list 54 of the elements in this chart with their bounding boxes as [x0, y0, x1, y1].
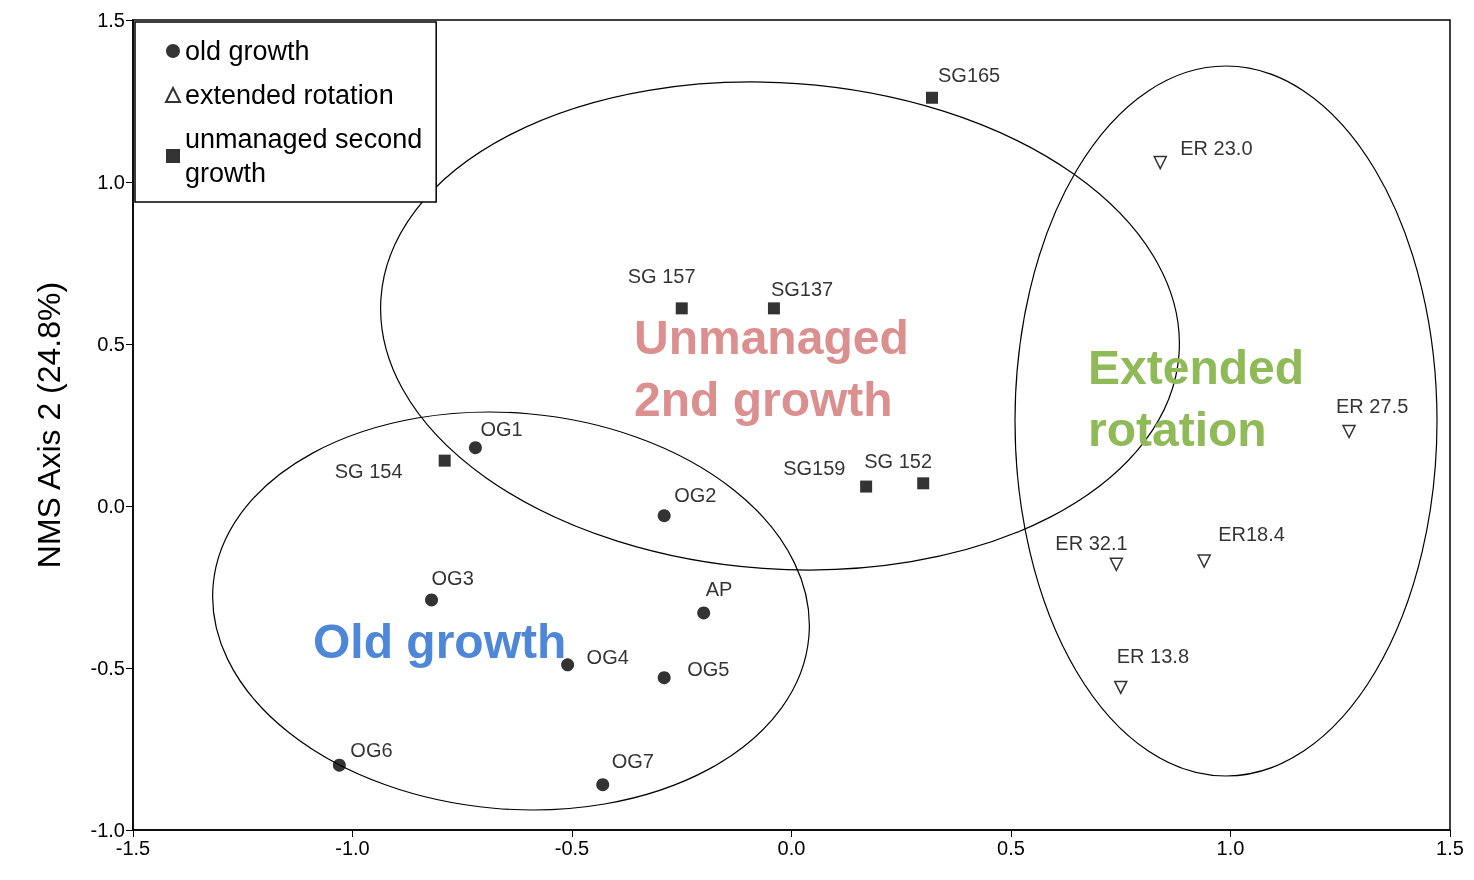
point: [675, 302, 688, 315]
y-tick-label: 1.0: [97, 171, 125, 193]
point: [438, 454, 451, 467]
point: [425, 593, 439, 607]
annotation: SG 154: [334, 459, 403, 482]
annotation: SG 157: [627, 265, 696, 288]
annotation: OG3: [431, 566, 474, 589]
point: [1342, 424, 1356, 439]
y-tick-label: 1.5: [97, 9, 125, 31]
annotation: SG165: [937, 63, 1001, 86]
y-tick-label: 0.5: [97, 333, 125, 355]
annotation: AP: [705, 577, 733, 600]
point: [332, 758, 346, 772]
point: [468, 441, 482, 455]
annotation: ER 27.5: [1336, 395, 1409, 418]
x-tick-label: -0.5: [554, 837, 590, 859]
annotation: OG5: [687, 657, 730, 680]
annotation: Old growth: [313, 614, 567, 668]
annotation: OG7: [611, 749, 654, 772]
x-tick-label: 0.0: [777, 837, 806, 859]
x-tick-label: 1.5: [1436, 837, 1464, 859]
point: [1197, 554, 1211, 568]
y-axis-title: NMS Axis 2 (24.8%): [31, 281, 67, 569]
legend-label: extended rotation: [185, 80, 394, 110]
annotation: ER18.4: [1218, 523, 1285, 546]
point: [860, 480, 873, 493]
annotation: SG159: [783, 456, 846, 479]
y-tick-label: 0.0: [97, 495, 125, 517]
x-tick-label: 0.5: [997, 837, 1025, 859]
point: [657, 671, 671, 685]
annotation: Unmanaged 2nd growth: [634, 310, 923, 426]
annotation: ER 13.8: [1116, 645, 1190, 668]
annotation: OG4: [586, 645, 629, 668]
point: [917, 477, 930, 490]
annotation: ER 23.0: [1180, 136, 1253, 159]
point: [767, 302, 780, 315]
x-tick-label: 1.0: [1216, 837, 1245, 859]
annotation: OG1: [480, 417, 523, 440]
point: [657, 509, 671, 523]
point: [925, 91, 938, 104]
annotation: SG137: [770, 278, 834, 301]
point: [1153, 155, 1168, 170]
legend-label: old growth: [185, 36, 310, 66]
annotation: ER 32.1: [1055, 532, 1128, 555]
annotation: SG 152: [864, 450, 933, 473]
point: [697, 606, 711, 620]
annotation: OG2: [674, 483, 717, 506]
point: [1114, 680, 1128, 695]
annotation: OG6: [350, 739, 393, 762]
point: [596, 778, 610, 792]
point: [1109, 557, 1124, 572]
legend-label: unmanaged second growth: [185, 124, 423, 188]
x-tick-label: -1.0: [335, 837, 370, 859]
y-tick-label: -0.5: [90, 657, 125, 679]
